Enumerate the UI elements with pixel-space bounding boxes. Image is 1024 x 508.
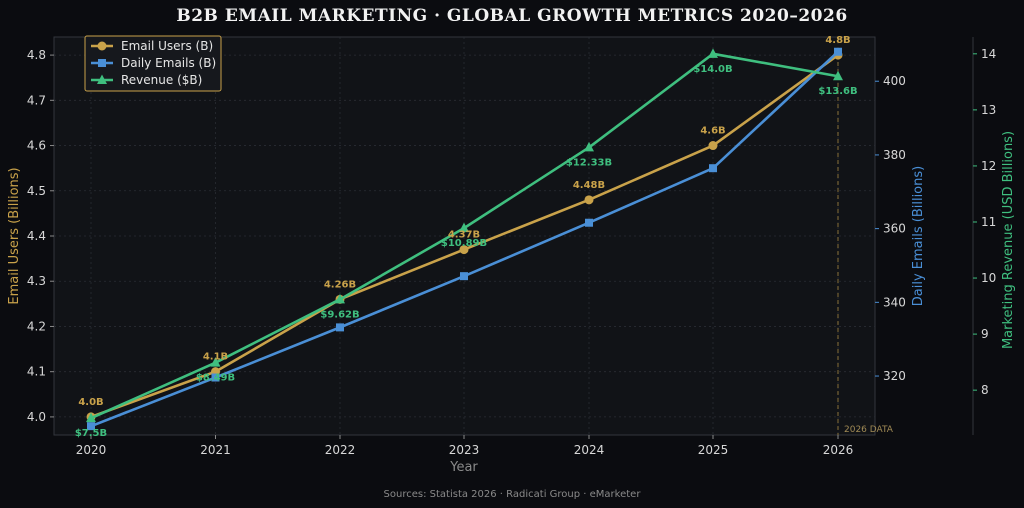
- y-right2-tick-label: 14: [981, 47, 996, 61]
- point-Daily Emails (B): [709, 164, 717, 173]
- y-right1-tick-label: 360: [883, 222, 906, 236]
- data-labels: 2026 DATA 4.0B 4.1B 4.26B 4.37B 4.48B 4.6B 4.8B…: [75, 35, 894, 439]
- legend-marker: [97, 74, 107, 84]
- x-tick-label: 2024: [574, 443, 605, 457]
- data-label-email-users: 4.48B: [573, 180, 605, 191]
- data-label-email-users: 4.8B: [825, 35, 850, 46]
- x-tick-label: 2022: [325, 443, 356, 457]
- y-right2-tick-label: 13: [981, 103, 996, 117]
- y-right1-tick-label: 340: [883, 295, 906, 309]
- series-layer: [86, 47, 843, 435]
- legend: Email Users (B) Daily Emails (B) Revenue (…: [84, 35, 222, 92]
- y-left-tick-label: 4.3: [27, 274, 46, 288]
- legend-label: Revenue ($B): [121, 73, 202, 87]
- x-tick-label: 2021: [200, 443, 231, 457]
- point-Daily Emails (B): [211, 373, 220, 382]
- data-label-revenue: $14.0B: [693, 64, 732, 75]
- data-label-revenue: $9.62B: [320, 309, 359, 320]
- point-Daily Emails (B): [336, 323, 344, 332]
- y-left-tick-label: 4.6: [27, 139, 46, 153]
- y-right1-tick-label: 380: [883, 148, 906, 162]
- data-label-email-users: 4.0B: [78, 397, 103, 408]
- point-Daily Emails (B): [585, 218, 593, 227]
- x-tick-label: 2025: [698, 443, 729, 457]
- data-label-revenue: $8.49B: [196, 373, 235, 384]
- x-tick-label: 2020: [76, 443, 107, 457]
- legend-marker: [98, 59, 106, 67]
- point-Revenue ($B): [584, 141, 594, 152]
- y-right1-tick-label: 320: [883, 369, 906, 383]
- y-left-tick-label: 4.7: [27, 93, 46, 107]
- point-Email Users (B): [584, 195, 594, 205]
- x-tick-label: 2023: [449, 443, 480, 457]
- y-left-tick-label: 4.4: [27, 229, 46, 243]
- point-Revenue ($B): [708, 48, 718, 58]
- y-left-tick-label: 4.5: [27, 184, 46, 198]
- data-label-email-users: 4.26B: [324, 279, 356, 290]
- y-right2-axis-label: Marketing Revenue (USD Billions): [1001, 131, 1016, 349]
- data-label-revenue: $7.5B: [75, 428, 107, 439]
- source-note: Sources: Statista 2026 · Radicati Group …: [384, 489, 642, 500]
- point-Revenue ($B): [833, 70, 843, 81]
- legend-marker: [97, 41, 107, 51]
- y-left-tick-label: 4.8: [27, 48, 46, 62]
- point-Revenue ($B): [459, 222, 469, 233]
- y-left-tick-label: 4.1: [27, 365, 46, 379]
- point-Daily Emails (B): [460, 272, 468, 281]
- x-tick-label: 2026: [823, 443, 854, 457]
- legend-box: [84, 35, 222, 92]
- y-right2-tick-label: 8: [981, 383, 989, 397]
- y-right1-axis-label: Daily Emails (Billions): [911, 166, 926, 306]
- y-right2-tick-label: 12: [981, 159, 996, 173]
- legend-label: Email Users (B): [121, 39, 213, 53]
- point-Email Users (B): [459, 245, 469, 255]
- y-right2-tick-label: 9: [981, 327, 989, 341]
- data-label-email-users: 4.37B: [448, 230, 480, 241]
- y-right2-tick-label: 10: [981, 271, 996, 285]
- y-right1-tick-label: 400: [883, 74, 906, 88]
- x-axis-label: Year: [449, 460, 478, 475]
- y-left-tick-label: 4.0: [27, 410, 46, 424]
- data-label-revenue: $12.33B: [566, 157, 612, 168]
- y-left-axis-label: Email Users (Billions): [7, 167, 22, 304]
- data-label-email-users: 4.1B: [203, 352, 228, 363]
- legend-label: Daily Emails (B): [121, 56, 216, 70]
- point-Revenue ($B): [335, 293, 345, 304]
- y-left-tick-label: 4.2: [27, 319, 46, 333]
- chart-title: B2B EMAIL MARKETING · GLOBAL GROWTH METR…: [176, 6, 847, 26]
- data-label-revenue: $10.89B: [441, 238, 487, 249]
- data-label-revenue: $13.6B: [818, 86, 857, 97]
- axes: 2020 2021 2022 2023 2024 2025 2026 Year 4.0 4.1 4.…: [7, 37, 1016, 475]
- point-Revenue ($B): [86, 412, 96, 423]
- point-Daily Emails (B): [87, 422, 95, 431]
- point-Email Users (B): [708, 141, 718, 151]
- data-label-email-users: 4.6B: [700, 126, 725, 137]
- annotation-label-2026: 2026 DATA: [844, 425, 894, 435]
- point-Revenue ($B): [210, 357, 221, 367]
- y-right2-tick-label: 11: [981, 215, 996, 229]
- point-Daily Emails (B): [834, 47, 842, 56]
